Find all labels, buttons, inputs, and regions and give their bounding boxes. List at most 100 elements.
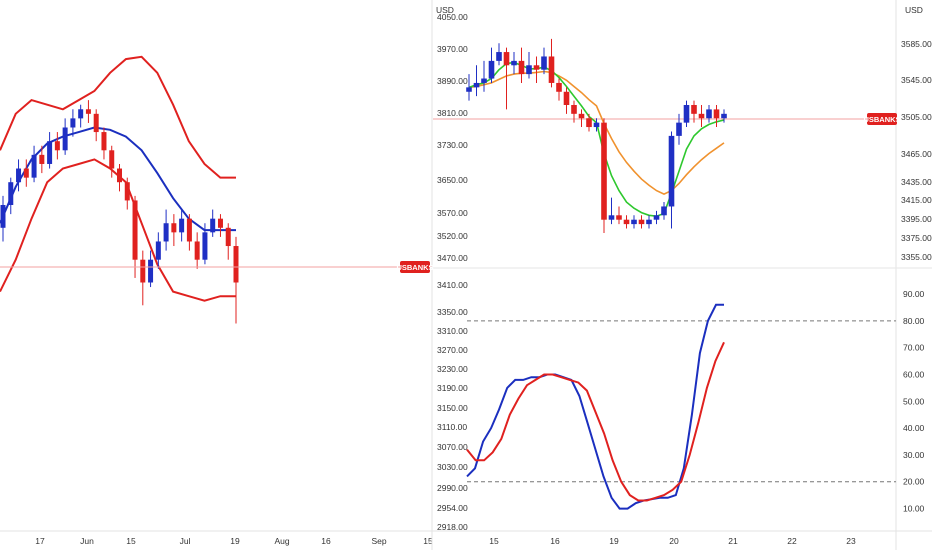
stochastic-tick: 30.00 bbox=[903, 450, 925, 460]
left-time-tick: Jul bbox=[180, 536, 191, 546]
left-time-axis: 17 Jun 15 Jul 19 Aug 16 Sep 15 bbox=[35, 536, 433, 546]
candle-body bbox=[155, 241, 161, 260]
candle-body bbox=[101, 132, 107, 151]
candle-body bbox=[631, 219, 637, 225]
candle-body bbox=[638, 219, 645, 225]
left-price-tick: 2990.00 bbox=[437, 483, 468, 493]
candle-body bbox=[653, 215, 660, 220]
candle-body bbox=[47, 141, 53, 164]
left-candle-panel[interactable] bbox=[0, 55, 432, 324]
stochastic-tick: 70.00 bbox=[903, 343, 925, 353]
left-time-tick: Jun bbox=[80, 536, 94, 546]
stochastic-panel[interactable] bbox=[466, 303, 896, 510]
left-price-tick: 3970.00 bbox=[437, 44, 468, 54]
candle-body bbox=[488, 60, 495, 79]
left-time-tick: 15 bbox=[423, 536, 433, 546]
candle-body bbox=[668, 135, 675, 207]
candle-body bbox=[713, 109, 720, 119]
candle-body bbox=[217, 218, 223, 228]
candle-body bbox=[16, 168, 22, 183]
candle-body bbox=[676, 122, 682, 136]
stochastic-tick: 10.00 bbox=[903, 504, 925, 514]
right-candle-panel[interactable] bbox=[433, 38, 896, 233]
candle-body bbox=[163, 223, 169, 242]
candle-body bbox=[578, 113, 585, 119]
stochastic-d-line bbox=[466, 341, 725, 502]
candle-body bbox=[0, 205, 6, 228]
candle-body bbox=[70, 118, 76, 128]
left-currency-label: USD bbox=[436, 5, 454, 15]
candle-body bbox=[148, 259, 154, 283]
right-price-tick: 3435.00 bbox=[901, 177, 932, 187]
candle-body bbox=[23, 168, 29, 178]
candle-body bbox=[503, 52, 510, 66]
candle-body bbox=[140, 259, 146, 283]
candle-body bbox=[54, 141, 60, 151]
left-price-tick: 2954.00 bbox=[437, 503, 468, 513]
left-price-tick: 3350.00 bbox=[437, 307, 468, 317]
candle-body bbox=[109, 150, 115, 169]
candle-body bbox=[466, 87, 472, 92]
candle-body bbox=[721, 113, 727, 119]
candle-body bbox=[194, 241, 200, 260]
candle-body bbox=[548, 56, 555, 83]
left-price-tick: 3030.00 bbox=[437, 462, 468, 472]
svg-text:USBANKS: USBANKS bbox=[396, 263, 433, 272]
right-time-tick: 21 bbox=[728, 536, 738, 546]
left-time-tick: Sep bbox=[371, 536, 386, 546]
right-time-axis: 15 16 19 20 21 22 23 bbox=[489, 536, 856, 546]
candle-body bbox=[691, 105, 697, 114]
left-price-tick: 3730.00 bbox=[437, 140, 468, 150]
right-time-tick: 22 bbox=[787, 536, 797, 546]
left-price-tick: 3270.00 bbox=[437, 345, 468, 355]
right-time-tick: 19 bbox=[609, 536, 619, 546]
candle-body bbox=[93, 113, 99, 133]
right-time-tick: 23 bbox=[846, 536, 856, 546]
candle-body bbox=[39, 154, 45, 164]
left-price-tick: 3190.00 bbox=[437, 383, 468, 393]
stochastic-k-line bbox=[466, 303, 724, 510]
candle-body bbox=[706, 109, 712, 119]
candle-body bbox=[62, 127, 68, 151]
stochastic-tick: 50.00 bbox=[903, 396, 925, 406]
candle-body bbox=[616, 215, 622, 220]
left-price-tick: 3470.00 bbox=[437, 253, 468, 263]
right-price-tick: 3585.00 bbox=[901, 39, 932, 49]
right-price-tick: 3545.00 bbox=[901, 75, 932, 85]
left-price-tick: 3410.00 bbox=[437, 280, 468, 290]
candle-body bbox=[186, 218, 192, 242]
candle-body bbox=[511, 60, 517, 66]
candle-body bbox=[473, 82, 480, 88]
left-price-tick: 3810.00 bbox=[437, 108, 468, 118]
right-time-tick: 16 bbox=[550, 536, 560, 546]
right-time-tick: 20 bbox=[669, 536, 679, 546]
left-price-tick: 3150.00 bbox=[437, 403, 468, 413]
candle-body bbox=[225, 227, 231, 247]
right-last-price-badge: USBANKS bbox=[863, 113, 901, 125]
candle-body bbox=[78, 109, 84, 119]
candle-body bbox=[608, 215, 615, 220]
candle-body bbox=[8, 182, 14, 205]
right-price-tick: 3355.00 bbox=[901, 252, 932, 262]
candle-body bbox=[661, 206, 667, 216]
candle-body bbox=[533, 65, 540, 70]
right-currency-label: USD bbox=[905, 5, 923, 15]
candle-body bbox=[601, 122, 607, 220]
candle-body bbox=[623, 219, 630, 225]
candle-body bbox=[124, 182, 130, 201]
right-price-tick: 3415.00 bbox=[901, 195, 932, 205]
candle-body bbox=[541, 56, 547, 70]
right-price-axis: 3585.00 3545.00 3505.00 3465.00 3435.00 3415.… bbox=[901, 39, 932, 262]
candle-body bbox=[646, 219, 652, 225]
candle-body bbox=[571, 105, 577, 114]
stochastic-tick: 40.00 bbox=[903, 423, 925, 433]
candle-body bbox=[31, 154, 37, 178]
left-price-tick: 3070.00 bbox=[437, 442, 468, 452]
candle-body bbox=[132, 200, 138, 260]
candle-body bbox=[210, 218, 216, 233]
left-time-tick: 17 bbox=[35, 536, 45, 546]
left-price-tick: 3650.00 bbox=[437, 175, 468, 185]
left-price-tick: 3310.00 bbox=[437, 326, 468, 336]
left-price-tick: 3110.00 bbox=[437, 422, 467, 432]
